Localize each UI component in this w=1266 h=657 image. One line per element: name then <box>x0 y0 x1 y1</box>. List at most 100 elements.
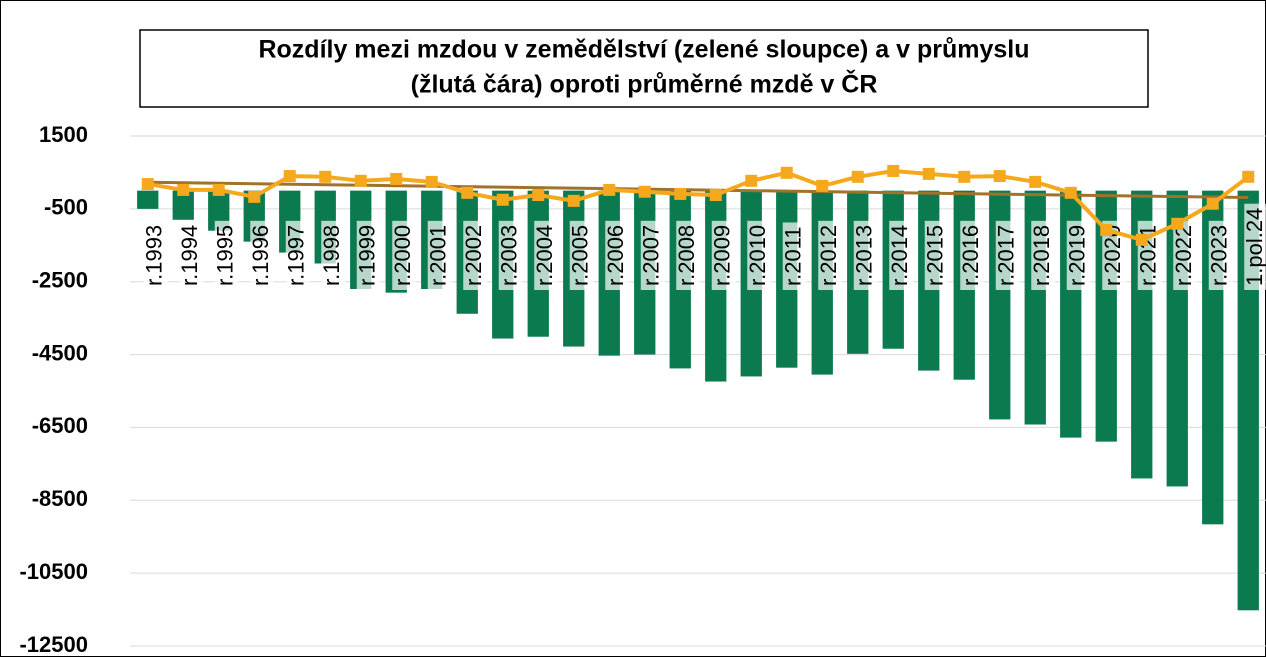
x-tick: r.2004 <box>532 220 559 290</box>
x-tick: 1.pol.24 <box>1242 203 1266 290</box>
marker <box>816 179 829 192</box>
x-tick-bg <box>853 220 878 290</box>
x-tick-bg <box>143 220 168 290</box>
x-tick: r.2023 <box>1207 220 1233 290</box>
x-tick-label: r.2007 <box>639 225 664 286</box>
marker <box>496 193 509 206</box>
x-tick-bg <box>214 220 239 290</box>
x-tick-bg <box>179 220 204 290</box>
x-tick-label: r.2006 <box>603 225 628 286</box>
x-tick-bg <box>498 220 523 290</box>
bar <box>137 190 159 209</box>
marker <box>567 194 580 207</box>
y-tick-label: -6500 <box>32 413 88 438</box>
marker <box>390 172 403 185</box>
marker <box>1029 175 1042 188</box>
marker <box>709 189 722 202</box>
x-tick: r.1999 <box>355 220 381 290</box>
marker <box>851 170 864 183</box>
marker <box>1135 233 1148 246</box>
x-tick: r.2003 <box>497 220 523 290</box>
x-tick: r.1993 <box>142 220 168 290</box>
x-tick-label: r.2017 <box>994 225 1019 286</box>
y-tick-label: -2500 <box>32 268 88 293</box>
x-tick: r.1996 <box>248 220 275 290</box>
marker <box>603 183 616 196</box>
marker <box>212 183 225 196</box>
bar <box>208 190 230 231</box>
y-tick-label: -10500 <box>19 559 88 584</box>
x-tick-label: r.2014 <box>887 225 912 286</box>
x-tick-label: r.2013 <box>852 225 877 286</box>
marker <box>887 164 900 177</box>
marker <box>1100 223 1113 236</box>
marker <box>354 174 367 187</box>
x-tick-bg <box>250 220 275 290</box>
x-tick-label: r.1999 <box>355 225 380 286</box>
x-tick-bg <box>392 220 417 290</box>
marker <box>283 170 296 183</box>
y-tick-label: -4500 <box>32 340 88 365</box>
x-tick-label: r.2019 <box>1065 225 1090 286</box>
x-tick-label: r.1998 <box>319 225 344 286</box>
marker <box>993 170 1006 183</box>
x-tick-bg <box>1173 220 1198 290</box>
x-tick-label: r.2002 <box>461 225 486 286</box>
x-tick: r.2008 <box>674 220 701 290</box>
x-tick-label: r.2012 <box>816 225 841 286</box>
x-tick-bg <box>356 220 381 290</box>
marker <box>141 178 154 191</box>
x-tick: r.2005 <box>568 220 594 290</box>
x-tick-label: r.2004 <box>532 225 557 286</box>
x-tick: r.1994 <box>177 220 204 290</box>
x-tick: r.2009 <box>710 220 736 290</box>
x-tick-label: r.1997 <box>284 225 309 286</box>
x-tick-label: r.1993 <box>142 225 167 286</box>
x-tick-label: r.1996 <box>248 225 273 286</box>
x-tick-bg <box>569 220 594 290</box>
x-tick-label: r.2023 <box>1207 225 1232 286</box>
x-tick-bg <box>427 220 452 290</box>
x-tick-label: r.2001 <box>426 225 451 286</box>
x-tick-bg <box>285 220 310 290</box>
x-tick-bg <box>747 220 772 290</box>
x-tick: r.2002 <box>461 220 488 290</box>
x-tick-bg <box>995 220 1020 290</box>
x-tick-label: r.2015 <box>923 225 948 286</box>
x-tick-label: 1.pol.24 <box>1242 208 1266 286</box>
x-tick-bg <box>960 220 985 290</box>
marker <box>745 174 758 187</box>
marker <box>638 185 651 198</box>
x-tick-label: r.2022 <box>1171 225 1196 286</box>
x-tick: r.2022 <box>1171 220 1198 290</box>
x-tick: r.2006 <box>603 220 630 290</box>
x-tick: r.2017 <box>994 220 1020 290</box>
x-tick-label: r.2008 <box>674 225 699 286</box>
x-tick-bg <box>534 220 559 290</box>
x-tick-bg <box>640 220 665 290</box>
marker <box>1171 217 1184 230</box>
x-tick: r.2011 <box>781 222 807 290</box>
x-tick-bg <box>463 220 488 290</box>
marker <box>319 170 332 183</box>
x-tick-label: r.2005 <box>568 225 593 286</box>
x-tick-label: r.2016 <box>958 225 983 286</box>
marker <box>532 189 545 202</box>
x-tick-bg <box>782 222 807 290</box>
x-tick-label: r.2003 <box>497 225 522 286</box>
marker <box>1206 197 1219 210</box>
marker <box>461 186 474 199</box>
x-tick: r.2007 <box>639 220 665 290</box>
bar <box>1237 190 1259 611</box>
x-tick: r.2000 <box>390 220 417 290</box>
x-tick-bg <box>1031 220 1056 290</box>
x-tick-label: r.2000 <box>390 225 415 286</box>
x-tick-bg <box>1066 220 1091 290</box>
marker <box>958 170 971 183</box>
x-tick: r.2001 <box>426 220 452 290</box>
x-tick-bg <box>924 220 949 290</box>
x-tick-bg <box>1208 220 1233 290</box>
x-tick-bg <box>1102 220 1127 290</box>
